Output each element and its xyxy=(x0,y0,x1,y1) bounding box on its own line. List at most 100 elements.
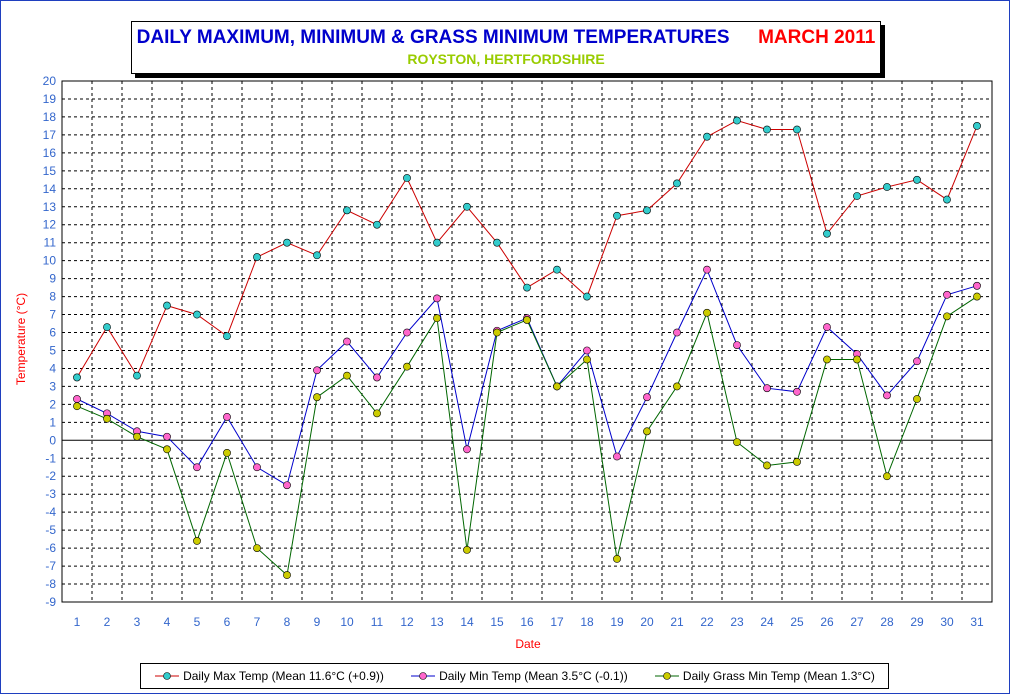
legend-item-max: Daily Max Temp (Mean 11.6°C (+0.9)) xyxy=(154,669,384,683)
x-tick-label: 16 xyxy=(520,615,534,629)
y-tick-label: -7 xyxy=(45,559,56,573)
data-point-grass xyxy=(493,328,501,337)
y-tick-label: -5 xyxy=(45,523,56,537)
x-tick-label: 1 xyxy=(74,615,81,629)
data-point-grass xyxy=(943,312,951,321)
data-point-grass xyxy=(823,355,831,364)
x-tick-label: 15 xyxy=(490,615,504,629)
data-point-min xyxy=(163,432,171,441)
data-point-min xyxy=(643,393,651,402)
data-point-grass xyxy=(973,292,981,301)
data-point-max xyxy=(253,253,261,261)
y-tick-label: -9 xyxy=(45,595,56,609)
legend-swatch-grass xyxy=(654,672,679,680)
y-tick-label: 20 xyxy=(43,74,57,88)
data-point-max xyxy=(793,125,801,134)
y-tick-label: 9 xyxy=(49,272,56,286)
legend-swatch-min xyxy=(411,672,436,680)
data-point-max xyxy=(193,310,201,319)
y-tick-label: -8 xyxy=(45,577,56,591)
data-point-max xyxy=(883,183,891,191)
y-tick-label: -6 xyxy=(45,541,56,555)
y-tick-label: 7 xyxy=(49,308,56,322)
data-point-max xyxy=(223,332,231,341)
x-tick-label: 12 xyxy=(400,615,414,629)
x-tick-label: 13 xyxy=(430,615,444,629)
y-tick-label: 11 xyxy=(44,236,57,250)
y-tick-label: 15 xyxy=(43,164,57,178)
y-tick-label: -3 xyxy=(45,487,56,501)
data-point-max xyxy=(673,179,681,188)
data-point-max xyxy=(583,292,591,301)
y-tick-label: -2 xyxy=(45,469,56,483)
chart-title: DAILY MAXIMUM, MINIMUM & GRASS MINIMUM T… xyxy=(136,27,730,48)
y-tick-label: 5 xyxy=(49,343,56,357)
x-tick-label: 17 xyxy=(550,615,564,629)
data-point-max xyxy=(553,265,561,274)
x-tick-label: 22 xyxy=(700,615,714,629)
plot-area xyxy=(61,80,993,603)
legend-swatch-max xyxy=(155,672,180,680)
data-point-max xyxy=(493,238,501,247)
data-point-min xyxy=(193,463,201,472)
data-point-min xyxy=(703,265,711,274)
data-point-max xyxy=(133,371,141,380)
data-point-min xyxy=(763,384,771,393)
y-tick-label: 1 xyxy=(49,415,56,429)
x-tick-label: 14 xyxy=(460,615,474,629)
data-point-max xyxy=(913,175,921,184)
x-tick-label: 5 xyxy=(194,615,201,629)
data-point-grass xyxy=(913,395,921,403)
y-tick-label: 14 xyxy=(43,182,57,196)
series-grass xyxy=(73,292,981,579)
data-point-max xyxy=(433,238,441,247)
x-tick-label: 10 xyxy=(340,615,354,629)
data-point-min xyxy=(583,346,591,355)
x-tick-label: 11 xyxy=(371,615,384,629)
legend-item-min: Daily Min Temp (Mean 3.5°C (-0.1)) xyxy=(410,669,628,683)
data-point-grass xyxy=(73,402,81,411)
data-point-min xyxy=(913,357,921,366)
data-point-max xyxy=(853,192,861,200)
y-tick-label: 13 xyxy=(43,200,57,214)
series-max xyxy=(73,116,981,382)
y-tick-label: 18 xyxy=(43,110,57,124)
data-point-max xyxy=(343,206,351,215)
x-tick-label: 25 xyxy=(790,615,804,629)
x-tick-label: 21 xyxy=(670,615,684,629)
y-tick-label: 16 xyxy=(43,146,57,160)
data-point-max xyxy=(763,125,771,134)
data-point-grass xyxy=(673,382,681,391)
chart-subtitle: ROYSTON, HERTFORDSHIRE xyxy=(407,51,605,67)
data-point-grass xyxy=(343,371,351,380)
data-point-grass xyxy=(463,546,471,554)
y-tick-label: 8 xyxy=(49,290,56,304)
data-point-max xyxy=(103,323,111,332)
x-tick-label: 29 xyxy=(910,615,924,629)
data-point-grass xyxy=(853,355,861,364)
legend-label-min: Daily Min Temp (Mean 3.5°C (-0.1)) xyxy=(439,669,628,683)
y-tick-label: -4 xyxy=(45,505,56,519)
data-point-grass xyxy=(523,316,531,324)
data-point-grass xyxy=(793,457,801,466)
x-tick-label: 3 xyxy=(134,615,141,629)
y-axis-label: Temperature (°C) xyxy=(14,293,28,385)
x-tick-label: 30 xyxy=(940,615,954,629)
x-tick-label: 26 xyxy=(820,615,834,629)
x-tick-label: 9 xyxy=(314,615,321,629)
x-tick-labels: 1 2 3 4 5 6 7 8 9 10 11 12 13 14 15 16 17 18 19 20 21 22 23 24 2… xyxy=(74,615,984,629)
legend: Daily Max Temp (Mean 11.6°C (+0.9)) Dail… xyxy=(140,663,889,689)
data-point-min xyxy=(223,413,231,421)
y-tick-label: 17 xyxy=(43,128,57,142)
data-point-min xyxy=(283,481,291,490)
y-tick-label: 2 xyxy=(49,397,56,411)
data-point-grass xyxy=(703,308,711,317)
x-tick-label: 24 xyxy=(760,615,774,629)
y-tick-label: 12 xyxy=(43,218,57,232)
x-tick-label: 8 xyxy=(284,615,291,629)
x-tick-label: 28 xyxy=(880,615,894,629)
chart-month: MARCH 2011 xyxy=(758,27,876,48)
data-point-grass xyxy=(283,571,291,579)
y-tick-label: 3 xyxy=(49,379,56,393)
data-point-grass xyxy=(223,448,231,457)
